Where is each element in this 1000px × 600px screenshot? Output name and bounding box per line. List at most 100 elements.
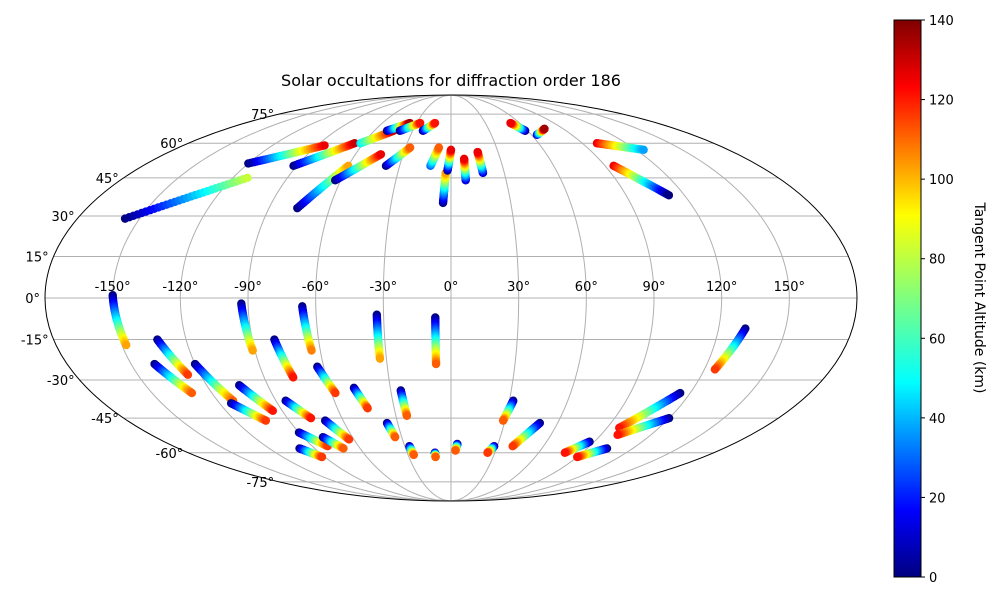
longitude-tick-label: 90° xyxy=(642,280,665,295)
track-point xyxy=(710,365,720,374)
track-point xyxy=(498,416,508,425)
track-point xyxy=(431,359,441,369)
meridian-gridline xyxy=(450,95,587,501)
latitude-tick-label: -30° xyxy=(47,374,75,389)
track-point xyxy=(415,118,425,128)
track-point xyxy=(248,346,257,355)
track-point xyxy=(187,388,197,398)
colorbar-tick-label: 40 xyxy=(929,412,946,427)
track-point xyxy=(306,413,316,423)
colorbar-tick-label: 80 xyxy=(929,253,946,268)
occultation-track xyxy=(443,145,456,175)
longitude-tick-label: -60° xyxy=(302,280,330,295)
occultation-track xyxy=(150,359,197,398)
track-point xyxy=(350,139,359,148)
track-point xyxy=(344,435,354,444)
track-point xyxy=(317,452,327,462)
track-point xyxy=(473,147,482,157)
longitude-tick-label: 0° xyxy=(444,280,459,295)
colorbar-tick-label: 60 xyxy=(929,332,946,347)
track-point xyxy=(405,143,415,152)
meridian-gridline xyxy=(382,95,452,501)
occultation-track xyxy=(289,139,359,171)
track-point xyxy=(268,406,278,415)
track-point xyxy=(183,370,193,379)
track-point xyxy=(434,143,444,152)
chart-title: Solar occultations for diffraction order… xyxy=(281,71,621,90)
track-point xyxy=(331,388,340,398)
occultation-track xyxy=(281,396,316,423)
occultation-track xyxy=(331,150,386,185)
occultation-track xyxy=(498,396,518,425)
map-boundary xyxy=(44,94,858,502)
occultation-track xyxy=(270,335,298,382)
occultation-track xyxy=(372,310,385,363)
colorbar-gradient xyxy=(893,19,922,578)
occultation-track xyxy=(483,442,499,457)
occultation-track xyxy=(473,147,488,178)
track-point xyxy=(430,118,440,128)
track-point xyxy=(446,145,456,154)
track-point xyxy=(409,450,418,460)
occultation-track xyxy=(592,139,648,154)
track-point xyxy=(339,444,348,453)
colorbar-tick-label: 140 xyxy=(929,14,954,29)
meridian-gridline xyxy=(450,95,790,501)
colorbar-label: Tangent Point Altitude (km) xyxy=(971,201,987,393)
occultation-track xyxy=(313,362,340,398)
occultation-track xyxy=(405,442,418,460)
occultation-track xyxy=(508,418,545,451)
occultation-track xyxy=(244,141,329,168)
track-point xyxy=(376,150,386,159)
occultation-track xyxy=(532,124,549,140)
occultation-track xyxy=(293,161,353,213)
latitude-tick-label: 75° xyxy=(251,108,274,123)
occultation-track xyxy=(431,313,441,369)
track-point xyxy=(483,448,492,457)
track-point xyxy=(307,346,316,355)
meridian-gridline xyxy=(179,95,452,501)
track-point xyxy=(431,452,440,462)
longitude-tick-label: 60° xyxy=(575,280,598,295)
latitude-tick-label: -15° xyxy=(21,334,49,349)
occultation-track xyxy=(108,291,131,350)
occultation-track xyxy=(190,359,238,405)
longitude-tick-label: 150° xyxy=(774,280,805,295)
track-point xyxy=(122,340,131,350)
occultation-track xyxy=(320,416,354,444)
occultation-track xyxy=(430,448,440,462)
occultation-track xyxy=(381,143,415,171)
longitude-tick-labels: -150° -120° -90° -60° -30° 0° 30° 60° 90° 120° 150… xyxy=(95,280,805,295)
occultation-track xyxy=(615,388,685,433)
track-point xyxy=(506,118,515,128)
occultation-track xyxy=(318,432,348,453)
track-point xyxy=(402,411,412,420)
occultation-track xyxy=(349,383,372,413)
occultation-track xyxy=(153,335,193,379)
occultation-track xyxy=(295,444,327,462)
occultation-track xyxy=(226,399,271,425)
longitude-tick-label: -150° xyxy=(95,280,131,295)
track-point xyxy=(243,173,252,183)
occultation-track xyxy=(294,428,332,451)
longitude-tick-label: -30° xyxy=(369,280,397,295)
track-point xyxy=(560,448,570,457)
occultation-track xyxy=(298,302,316,355)
longitude-tick-label: 120° xyxy=(706,280,737,295)
meridian-gridline xyxy=(450,95,520,501)
track-point xyxy=(613,430,622,440)
track-point xyxy=(261,416,271,425)
occultation-track xyxy=(572,444,612,462)
colorbar-tick-label: 100 xyxy=(929,173,954,188)
track-point xyxy=(451,446,460,455)
latitude-tick-label: 45° xyxy=(96,172,119,187)
occultation-track xyxy=(710,324,750,374)
colorbar-tick-label: 120 xyxy=(929,94,954,109)
track-point xyxy=(540,124,549,133)
track-point xyxy=(459,154,469,164)
latitude-tick-label: 15° xyxy=(26,250,49,265)
track-point xyxy=(390,432,400,442)
occultation-track xyxy=(506,118,530,135)
occultation-track xyxy=(395,118,425,135)
